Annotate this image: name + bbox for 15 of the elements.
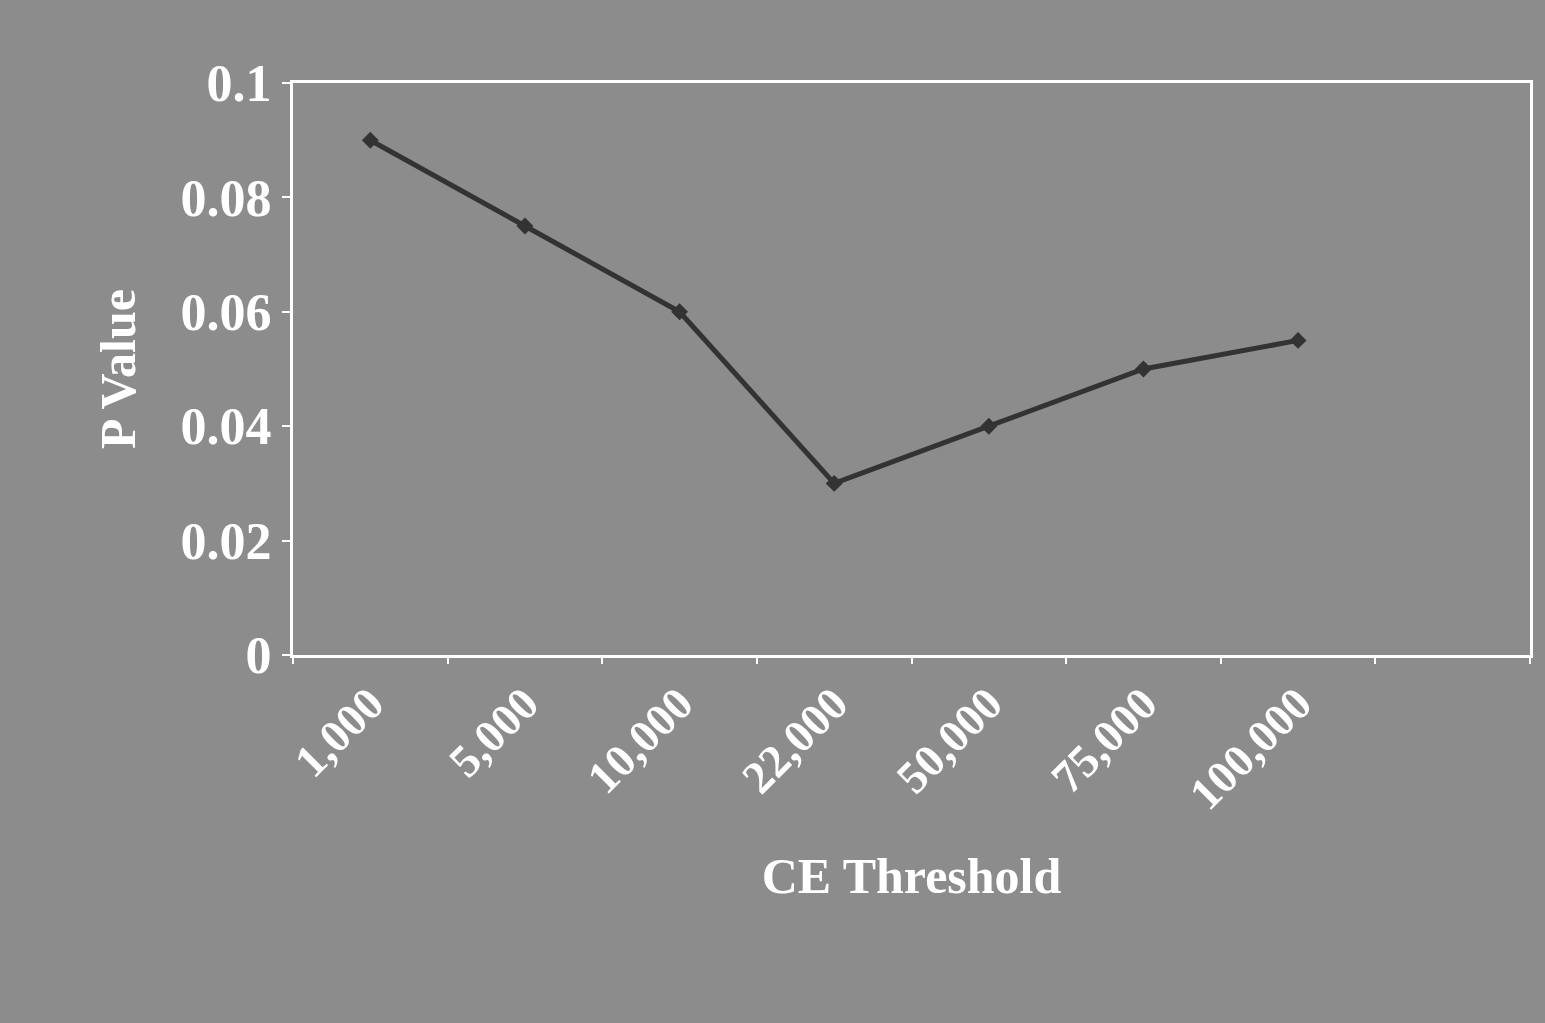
y-tick-label: 0.04 [180,398,272,456]
point [980,417,998,435]
y-tick-label: 0.02 [180,512,272,570]
point [1289,331,1307,349]
y-tick-label: 0.06 [180,284,272,341]
y-tick-label: 0.1 [206,55,272,113]
y-axis-title: P Value [89,289,146,449]
y-tick-label: 0 [245,627,272,685]
y-tick-label: 0.08 [180,169,272,227]
point [516,217,534,235]
point [1134,360,1152,378]
point [361,131,379,149]
point [671,303,689,321]
x-axis-title: CE Threshold [761,847,1062,904]
point [825,474,843,492]
